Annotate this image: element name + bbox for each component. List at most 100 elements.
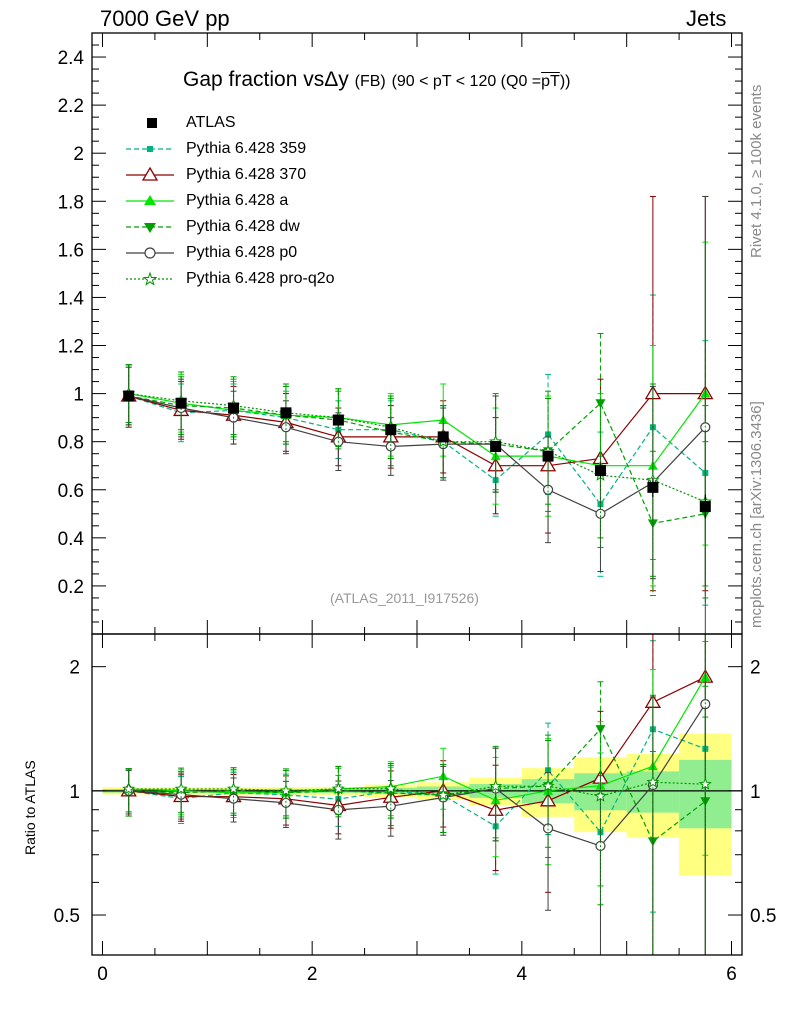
mcplots-label: mcplots.cern.ch [arXiv:1306.3436] — [748, 401, 765, 628]
y-tick-label-main: 2.2 — [58, 96, 84, 117]
plot-title-main: Gap fraction vsΔy — [183, 68, 349, 91]
legend-marker-pro-q2o — [126, 271, 174, 286]
ratio-panel-frame — [91, 633, 743, 956]
header-process: 7000 GeV pp — [100, 6, 230, 31]
marker-data-square — [280, 407, 292, 419]
legend-entry-370: Pythia 6.428 370 — [120, 162, 335, 188]
y-tick-label-ratio-right: 0.5 — [750, 906, 776, 927]
y-tick-label-main: 1.2 — [58, 337, 84, 358]
marker-data-square — [699, 501, 711, 513]
y-tick-label-main: 2.4 — [58, 48, 85, 69]
marker-data-square — [490, 440, 502, 452]
series-2-line-main — [128, 393, 706, 467]
main-panel-series — [120, 195, 714, 634]
marker-data-square — [123, 390, 135, 402]
y-tick-label-main: 0.4 — [58, 529, 85, 550]
y-tick-label-ratio-right: 1 — [750, 782, 761, 803]
marker-data-square — [385, 424, 397, 436]
x-tick-label: 6 — [726, 964, 737, 985]
data-uncertainty-bands — [102, 733, 732, 876]
marker-data-square — [542, 450, 554, 462]
y-tick-label-main: 0.8 — [58, 433, 84, 454]
plot-title-range: (90 < pT < 120 (Q0 = — [391, 73, 542, 90]
rivet-version-label: Rivet 4.1.0, ≥ 100k events — [748, 84, 765, 258]
y-tick-label-ratio-right: 2 — [750, 658, 761, 679]
marker-circle-open — [280, 422, 292, 433]
plot-title-pt: pT — [541, 73, 560, 90]
legend-entry-atlas: ATLAS — [120, 110, 335, 136]
ratio-panel-series — [120, 634, 714, 955]
x-tick-label: 0 — [97, 964, 108, 985]
marker-star-open — [436, 788, 450, 801]
legend-marker-p0 — [126, 247, 174, 259]
plot-title-close: )) — [559, 73, 571, 90]
legend-marker-a — [126, 195, 174, 205]
y-tick-label-main: 1.4 — [58, 288, 85, 309]
axis-ticks: 0 2 4 6 0.2 0.4 0.6 0.8 1 1.2 1.4 1.6 1.8 2 2.2 2.4 0.5 0… — [54, 33, 776, 985]
plot-title: Gap fraction vsΔy (FB) (90 < pT < 120 (Q… — [183, 68, 570, 92]
marker-star-open — [174, 782, 188, 795]
y-tick-label-ratio-left: 0.5 — [54, 906, 80, 927]
marker-circle-open — [228, 793, 239, 804]
legend-label-pro-q2o: Pythia 6.428 pro-q2o — [186, 270, 335, 287]
marker-star-open — [646, 775, 660, 788]
marker-star-open — [331, 781, 345, 795]
marker-data-square — [594, 465, 606, 477]
marker-star-open — [279, 783, 293, 797]
x-tick-label: 2 — [307, 964, 318, 985]
series-2-line-ratio — [128, 676, 706, 801]
y-tick-label-ratio-left: 1 — [69, 782, 80, 803]
marker-star-open — [489, 779, 503, 792]
y-tick-label-main: 1.6 — [58, 240, 84, 261]
series-4-line-main — [128, 395, 706, 515]
series-4-line-ratio — [128, 703, 706, 847]
legend: ATLAS Pythia 6.428 359 Pythia 6.428 370 … — [120, 110, 335, 292]
y-tick-label-main: 0.6 — [58, 481, 84, 502]
y-tick-label-ratio-left: 2 — [69, 658, 80, 679]
legend-label-a: Pythia 6.428 a — [186, 192, 289, 209]
analysis-tag: (ATLAS_2011_I917526) — [330, 590, 479, 606]
legend-entry-dw: Pythia 6.428 dw — [120, 214, 335, 240]
marker-data-square — [332, 414, 344, 426]
legend-entry-359: Pythia 6.428 359 — [120, 136, 335, 162]
marker-data-square — [437, 431, 449, 443]
header-category: Jets — [686, 6, 727, 31]
legend-marker-dw — [126, 223, 174, 233]
legend-marker-370 — [126, 166, 174, 181]
y-tick-label-main: 1.8 — [58, 192, 84, 213]
ratio-y-axis-label: Ratio to ATLAS — [22, 760, 38, 855]
marker-star-open — [593, 789, 607, 802]
legend-entry-p0: Pythia 6.428 p0 — [120, 240, 335, 266]
legend-marker-atlas — [147, 118, 157, 128]
y-tick-label-main: 2 — [73, 144, 84, 165]
legend-label-dw: Pythia 6.428 dw — [186, 218, 300, 235]
marker-circle-open — [542, 484, 554, 495]
series-5-line-ratio — [128, 781, 706, 797]
series-5-line-main — [128, 393, 706, 503]
legend-label-359: Pythia 6.428 359 — [186, 140, 307, 157]
legend-label-p0: Pythia 6.428 p0 — [186, 244, 298, 261]
marker-data-square — [228, 402, 240, 414]
marker-data-square — [175, 397, 187, 409]
legend-marker-359 — [126, 146, 174, 152]
legend-entry-a: Pythia 6.428 a — [120, 188, 335, 214]
marker-data-square — [647, 481, 659, 493]
legend-label-370: Pythia 6.428 370 — [186, 166, 307, 183]
series-3-line-ratio — [128, 728, 706, 843]
plot-title-fb: (FB) — [354, 73, 386, 90]
marker-circle-open — [595, 508, 606, 519]
series-0-line-main — [128, 395, 706, 506]
legend-entry-pro-q2o: Pythia 6.428 pro-q2o — [120, 266, 335, 292]
series-0-line-ratio — [128, 728, 706, 834]
marker-star-open — [541, 779, 555, 792]
series-1-line-main — [128, 393, 706, 467]
y-tick-label-main: 1 — [73, 385, 84, 406]
y-tick-label-main: 0.2 — [58, 577, 84, 598]
marker-star-open — [384, 781, 398, 795]
marker-star-open — [122, 782, 136, 795]
marker-star-open — [227, 782, 241, 795]
series-3-line-main — [128, 395, 706, 525]
legend-label-atlas: ATLAS — [186, 114, 236, 131]
marker-circle-open — [385, 801, 396, 812]
